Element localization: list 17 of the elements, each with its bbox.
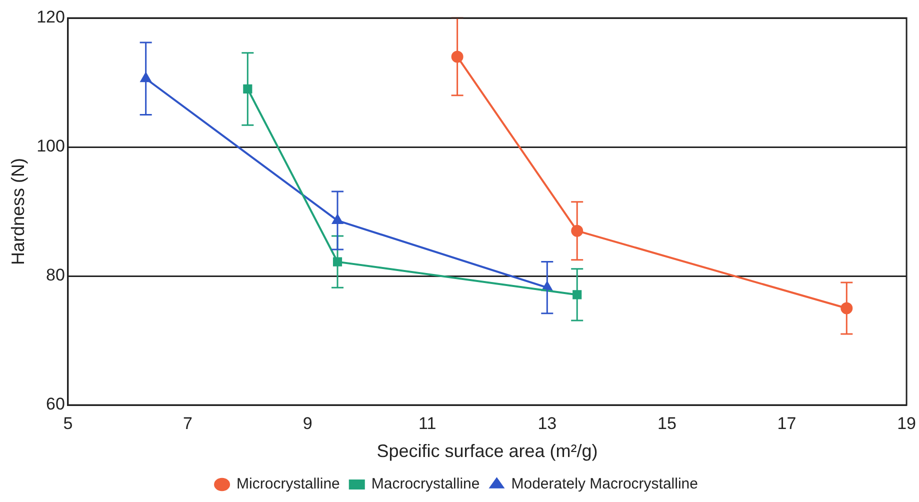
y-axis-title: Hardness (N) bbox=[8, 158, 28, 266]
x-axis-title: Specific surface area (m²/g) bbox=[376, 441, 598, 462]
x-tick-label: 7 bbox=[183, 414, 192, 433]
x-tick-label: 15 bbox=[657, 414, 676, 433]
x-tick-label: 19 bbox=[897, 414, 916, 433]
legend-label: Macrocrystalline bbox=[371, 476, 480, 493]
y-tick-label: 100 bbox=[36, 136, 65, 156]
x-tick-label: 5 bbox=[63, 414, 73, 433]
y-tick-label: 120 bbox=[36, 8, 65, 27]
legend-label: Microcrystalline bbox=[236, 476, 340, 493]
x-tick-label: 9 bbox=[302, 414, 312, 433]
y-tick-label: 80 bbox=[46, 266, 65, 285]
y-tick-label: 60 bbox=[46, 394, 65, 414]
x-tick-label: 13 bbox=[538, 414, 557, 433]
x-tick-label: 17 bbox=[777, 414, 796, 433]
x-tick-label: 11 bbox=[418, 414, 436, 433]
legend-label: Moderately Macrocrystalline bbox=[511, 476, 698, 493]
